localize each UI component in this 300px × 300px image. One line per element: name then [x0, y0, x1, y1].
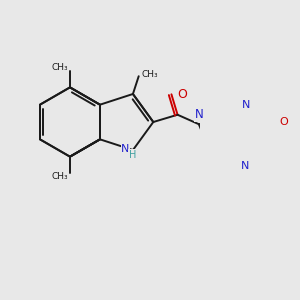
Text: O: O: [177, 88, 187, 101]
Text: N: N: [121, 144, 130, 154]
Text: H: H: [129, 150, 136, 160]
Text: N: N: [241, 161, 249, 171]
Text: CH₃: CH₃: [141, 70, 158, 79]
Text: N: N: [194, 108, 203, 121]
Text: CH₃: CH₃: [51, 172, 68, 181]
Text: O: O: [280, 117, 288, 127]
Text: CH₃: CH₃: [51, 63, 68, 72]
Text: N: N: [242, 100, 250, 110]
